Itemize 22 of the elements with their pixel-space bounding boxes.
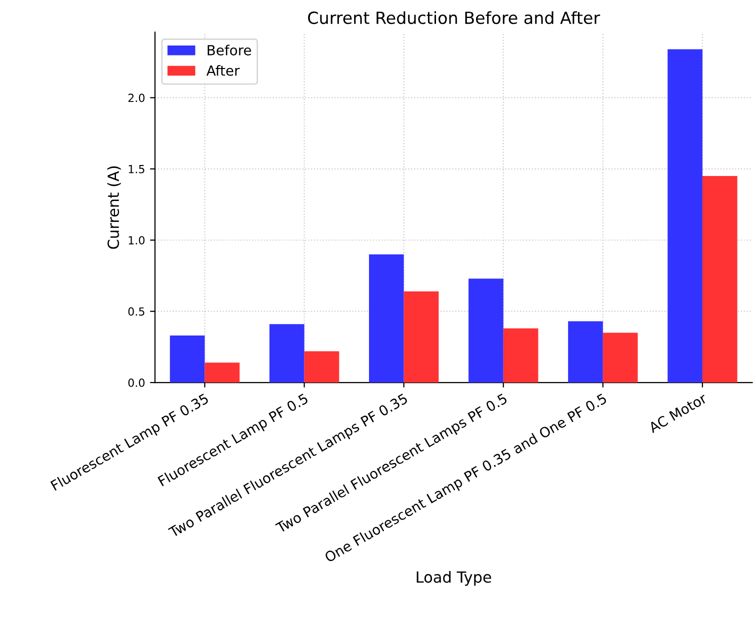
bar <box>602 332 638 383</box>
bar <box>503 328 538 383</box>
bar <box>170 336 205 383</box>
legend-label: After <box>206 65 240 76</box>
bar <box>568 321 603 383</box>
y-tick-label: 0.0 <box>128 378 145 387</box>
legend-label: Before <box>208 44 252 56</box>
y-tick-label: 2.0 <box>128 94 145 102</box>
y-tick-label: 0.5 <box>128 307 144 316</box>
bar <box>304 351 340 383</box>
bar <box>668 49 702 383</box>
chart-title: Current Reduction Before and After <box>308 11 600 24</box>
bar <box>204 362 240 383</box>
bar <box>368 254 404 383</box>
bar <box>468 278 504 383</box>
bar <box>269 324 304 383</box>
y-tick-label: 1.0 <box>128 236 145 244</box>
y-axis-title: Current (A) <box>107 166 121 249</box>
x-axis-title: Load Type <box>416 571 492 586</box>
bar <box>404 291 439 383</box>
bar <box>702 176 738 383</box>
y-tick-label: 1.5 <box>128 165 144 174</box>
